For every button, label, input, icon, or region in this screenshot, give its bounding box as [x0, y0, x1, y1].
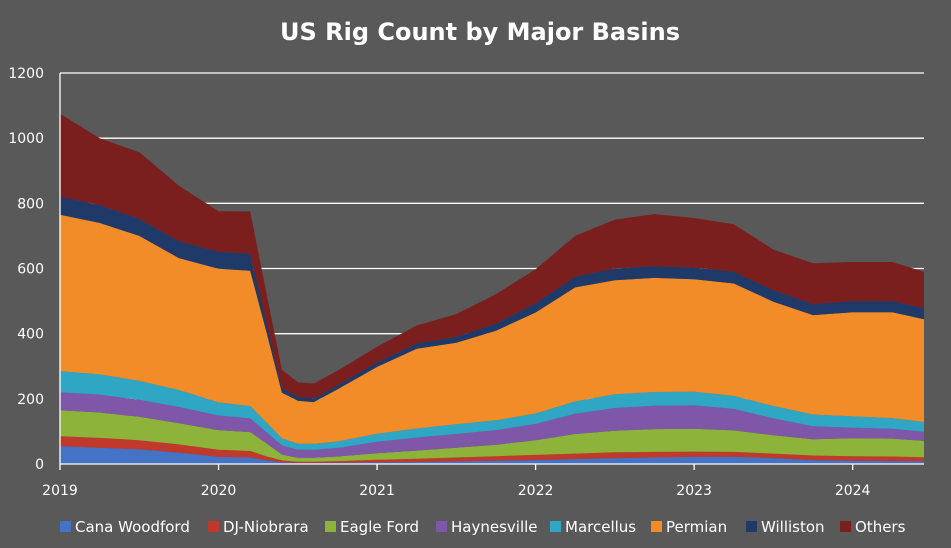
stacked-areas	[60, 113, 924, 464]
x-tick-label: 2020	[201, 483, 237, 499]
legend-label-others: Others	[855, 518, 906, 536]
axes: 0 200 400 600 800 1000 1200 2019 2020 2021 2022 202…	[8, 66, 924, 499]
y-tick-label: 1000	[8, 131, 44, 147]
legend-swatch-others	[840, 521, 851, 532]
legend-label-permian: Permian	[666, 518, 727, 536]
legend: Cana Woodford DJ-Niobrara Eagle Ford Haynes…	[60, 518, 906, 536]
legend-swatch-williston	[746, 521, 757, 532]
legend-label-marcellus: Marcellus	[565, 518, 636, 536]
legend-swatch-haynesville	[436, 521, 447, 532]
legend-swatch-permian	[651, 521, 662, 532]
legend-label-haynesville: Haynesville	[451, 518, 538, 536]
y-tick-label: 0	[35, 457, 44, 473]
x-tick-label: 2019	[42, 483, 78, 499]
area-series-cana-woodford	[60, 446, 924, 464]
x-tick-label: 2021	[359, 483, 395, 499]
legend-label-cana-woodford: Cana Woodford	[75, 518, 190, 536]
legend-label-williston: Williston	[761, 518, 825, 536]
y-tick-label: 400	[17, 327, 44, 343]
x-tick-label: 2023	[676, 483, 712, 499]
legend-swatch-marcellus	[550, 521, 561, 532]
legend-swatch-dj-niobrara	[208, 521, 219, 532]
legend-label-dj-niobrara: DJ-Niobrara	[223, 518, 309, 536]
legend-swatch-cana-woodford	[60, 521, 71, 532]
y-tick-label: 600	[17, 262, 44, 278]
x-tick-label: 2024	[835, 483, 871, 499]
area-series-dj-niobrara	[60, 436, 924, 463]
x-tick-label: 2022	[518, 483, 554, 499]
y-tick-label: 800	[17, 196, 44, 212]
area-series-haynesville	[60, 392, 924, 458]
area-series-permian	[60, 214, 924, 444]
y-tick-label: 200	[17, 392, 44, 408]
y-tick-label: 1200	[8, 66, 44, 82]
area-series-others	[60, 113, 924, 399]
chart-title: US Rig Count by Major Basins	[280, 18, 680, 46]
area-series-marcellus	[60, 371, 924, 450]
area-series-eagle-ford	[60, 410, 924, 462]
legend-label-eagle-ford: Eagle Ford	[340, 518, 419, 536]
legend-swatch-eagle-ford	[325, 521, 336, 532]
